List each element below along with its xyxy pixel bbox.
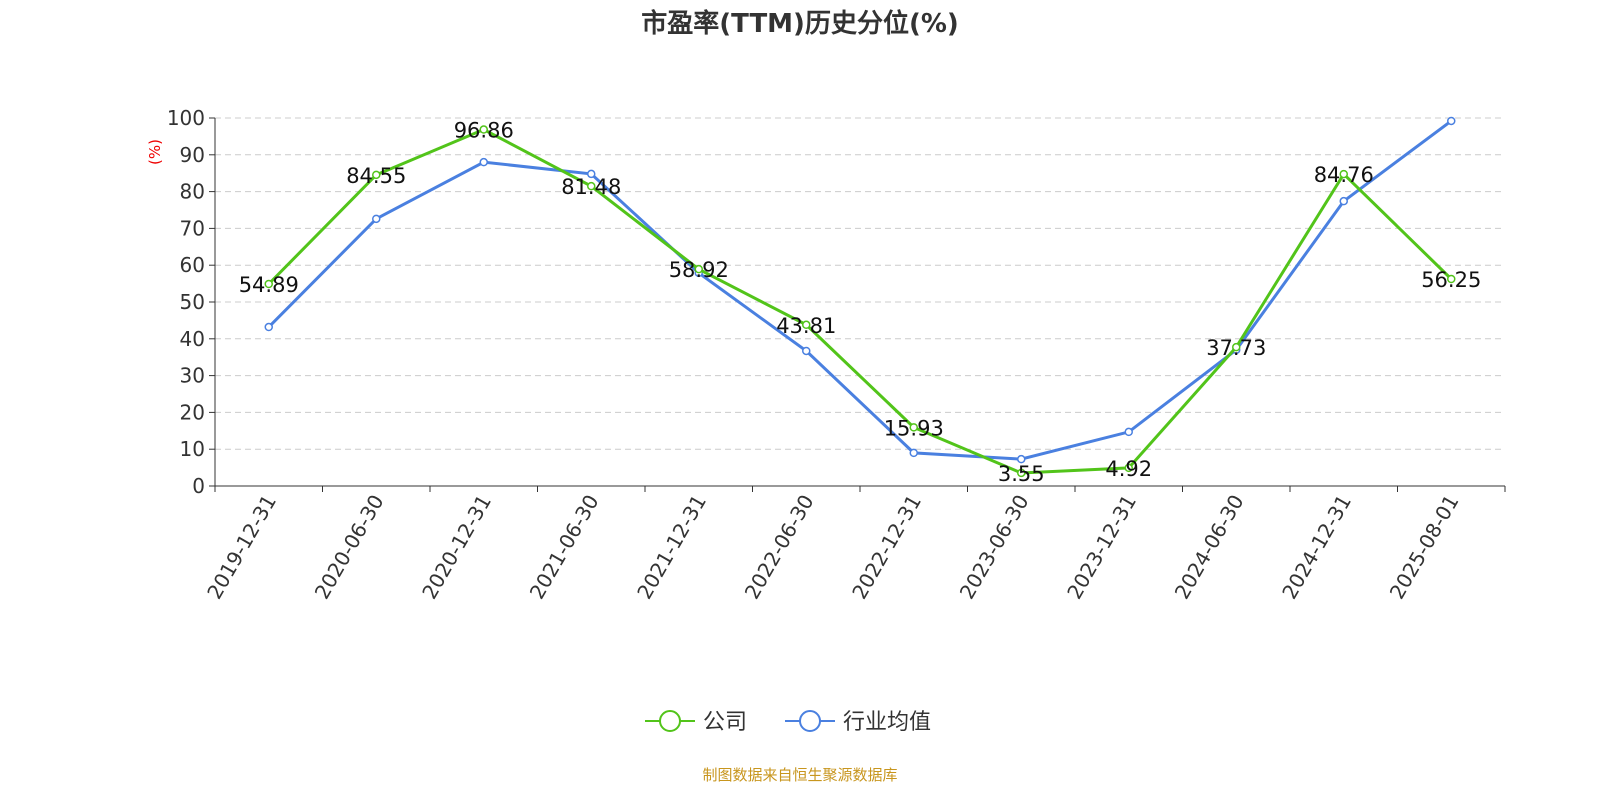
x-tick-label: 2021-06-30 <box>525 491 604 604</box>
data-point <box>1447 274 1456 284</box>
legend-label: 行业均值 <box>843 710 931 735</box>
y-tick-label: 50 <box>180 290 205 314</box>
y-tick-label: 0 <box>192 474 205 498</box>
data-label: 15.93 <box>884 416 944 440</box>
y-tick-label: 20 <box>180 400 205 424</box>
x-tick-label: 2021-12-31 <box>632 491 711 604</box>
data-label: 3.55 <box>998 462 1045 486</box>
data-label: 84.76 <box>1314 163 1374 187</box>
y-tick-label: 60 <box>180 253 205 277</box>
data-point <box>1017 468 1026 478</box>
legend-item[interactable]: 公司 <box>645 710 747 735</box>
data-point <box>479 157 488 167</box>
data-point <box>694 264 703 274</box>
data-label: 84.55 <box>346 164 406 188</box>
data-point <box>1124 463 1133 473</box>
x-tick-label: 2025-08-01 <box>1385 491 1464 604</box>
y-tick-label: 100 <box>167 106 205 130</box>
data-label: 96.86 <box>454 119 514 143</box>
data-point <box>909 448 918 458</box>
legend-item[interactable]: 行业均值 <box>785 710 931 735</box>
data-label: 43.81 <box>776 314 836 338</box>
data-point <box>264 279 273 289</box>
data-label: 58.92 <box>669 258 729 282</box>
x-tick-label: 2019-12-31 <box>202 491 281 604</box>
data-point <box>1447 116 1456 126</box>
data-label: 81.48 <box>561 175 621 199</box>
data-point <box>587 181 596 191</box>
legend-circle-icon <box>799 710 821 732</box>
data-label: 4.92 <box>1105 457 1152 481</box>
x-tick-label: 2022-12-31 <box>847 491 926 604</box>
data-point <box>1017 454 1026 464</box>
data-label: 37.73 <box>1206 336 1266 360</box>
data-point <box>264 322 273 332</box>
data-point <box>587 169 596 179</box>
legend-label: 公司 <box>703 710 747 735</box>
y-tick-label: 40 <box>180 327 205 351</box>
data-point <box>802 346 811 356</box>
source-footer: 制图数据来自恒生聚源数据库 <box>702 766 897 784</box>
series-line-company <box>267 127 1453 475</box>
x-tick-label: 2022-06-30 <box>740 491 819 604</box>
data-point <box>802 320 811 330</box>
data-point <box>1232 342 1241 352</box>
legend-circle-icon <box>659 710 681 732</box>
x-tick-label: 2023-12-31 <box>1062 491 1141 604</box>
data-point <box>479 125 488 134</box>
data-point <box>372 214 381 224</box>
y-tick-label: 30 <box>180 364 205 388</box>
data-point <box>1124 427 1133 437</box>
series-line-industry <box>267 119 1453 461</box>
x-tick-label: 2023-06-30 <box>955 491 1034 604</box>
y-tick-label: 90 <box>180 143 205 167</box>
x-tick-label: 2024-12-31 <box>1277 491 1356 604</box>
data-point <box>1339 169 1348 179</box>
x-tick-label: 2024-06-30 <box>1170 491 1249 604</box>
x-tick-label: 2020-06-30 <box>310 491 389 604</box>
data-label: 54.89 <box>239 273 299 297</box>
data-point <box>1339 196 1348 206</box>
chart-title: 市盈率(TTM)历史分位(%) <box>641 8 959 39</box>
data-label: 56.25 <box>1421 268 1481 292</box>
y-tick-label: 70 <box>180 216 205 240</box>
y-tick-label: 80 <box>180 180 205 204</box>
data-point <box>372 170 381 180</box>
y-axis-label: (%) <box>146 139 164 165</box>
y-tick-label: 10 <box>180 437 205 461</box>
data-point <box>909 423 918 432</box>
x-tick-label: 2020-12-31 <box>417 491 496 604</box>
